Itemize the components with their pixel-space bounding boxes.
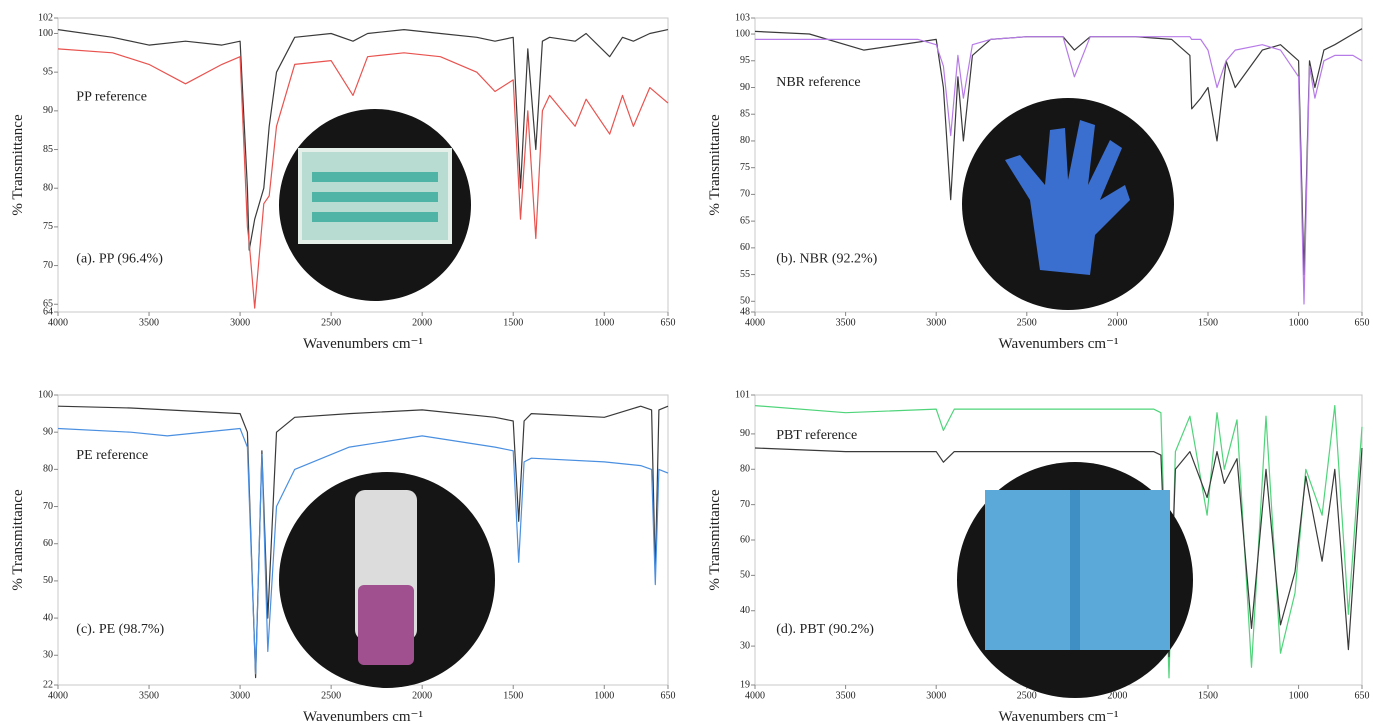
- y-tick-label: 60: [740, 534, 750, 545]
- x-tick-label: 3000: [926, 690, 946, 701]
- y-tick-label: 30: [43, 650, 53, 661]
- y-tick-label: 70: [740, 499, 750, 510]
- y-tick-label: 70: [43, 501, 53, 512]
- y-tick-label: 60: [740, 242, 750, 253]
- x-tick-label: 3000: [230, 690, 250, 701]
- y-tick-label: 80: [43, 464, 53, 475]
- y-tick-label: 75: [43, 221, 53, 232]
- inset-mask: [279, 109, 471, 301]
- y-tick-label: 60: [43, 538, 53, 549]
- y-tick-label: 30: [740, 640, 750, 651]
- x-tick-label: 2500: [1017, 317, 1037, 328]
- x-tick-label: 2000: [412, 690, 432, 701]
- annotation: (c). PE (98.7%): [76, 622, 164, 637]
- inset-bottle: [279, 472, 495, 688]
- y-axis-label: % Transmittance: [707, 489, 723, 591]
- x-axis-label: Wavenumbers cm⁻¹: [999, 336, 1119, 352]
- x-tick-label: 1000: [594, 317, 614, 328]
- annotation: PP reference: [76, 90, 147, 105]
- y-tick-label: 70: [43, 260, 53, 271]
- x-tick-label: 1500: [1198, 317, 1218, 328]
- x-tick-label: 1500: [503, 317, 523, 328]
- x-tick-label: 650: [661, 317, 676, 328]
- y-tick-label: 75: [740, 162, 750, 173]
- x-axis-label: Wavenumbers cm⁻¹: [303, 709, 423, 725]
- inset-gown: [957, 462, 1193, 698]
- inset-glove: [962, 98, 1174, 310]
- x-tick-label: 2000: [1107, 317, 1127, 328]
- x-tick-label: 2000: [412, 317, 432, 328]
- y-tick-label: 90: [740, 82, 750, 93]
- annotation: (b). NBR (92.2%): [776, 251, 877, 266]
- y-tick-label: 48: [740, 306, 750, 317]
- x-tick-label: 1500: [1198, 690, 1218, 701]
- annotation: PBT reference: [776, 428, 857, 443]
- y-tick-label: 80: [43, 183, 53, 194]
- y-tick-label: 65: [43, 299, 53, 310]
- x-tick-label: 1000: [594, 690, 614, 701]
- x-tick-label: 1000: [1289, 690, 1309, 701]
- y-tick-label: 40: [43, 612, 53, 623]
- x-tick-label: 2500: [321, 317, 341, 328]
- y-tick-label: 80: [740, 464, 750, 475]
- x-tick-label: 3500: [139, 317, 159, 328]
- y-tick-label: 90: [740, 428, 750, 439]
- annotation: PE reference: [76, 448, 148, 463]
- y-tick-label: 100: [735, 28, 750, 39]
- y-tick-label: 85: [43, 144, 53, 155]
- y-tick-label: 100: [38, 389, 53, 400]
- y-tick-label: 50: [740, 570, 750, 581]
- y-tick-label: 102: [38, 12, 53, 23]
- y-tick-label: 55: [740, 269, 750, 280]
- y-tick-label: 70: [740, 189, 750, 200]
- x-tick-label: 2500: [321, 690, 341, 701]
- mask-fold: [312, 212, 438, 222]
- x-axis-label: Wavenumbers cm⁻¹: [303, 336, 423, 352]
- mask-fold: [312, 172, 438, 182]
- x-tick-label: 2500: [1017, 690, 1037, 701]
- y-axis-label: % Transmittance: [10, 489, 26, 591]
- x-tick-label: 4000: [48, 690, 68, 701]
- x-tick-label: 4000: [745, 690, 765, 701]
- y-tick-label: 95: [43, 66, 53, 77]
- y-tick-label: 90: [43, 426, 53, 437]
- y-axis-label: % Transmittance: [10, 114, 26, 216]
- y-tick-label: 80: [740, 135, 750, 146]
- x-tick-label: 650: [1355, 317, 1370, 328]
- y-tick-label: 95: [740, 55, 750, 66]
- x-tick-label: 650: [1355, 690, 1370, 701]
- annotation: (d). PBT (90.2%): [776, 622, 874, 637]
- y-tick-label: 40: [740, 605, 750, 616]
- y-tick-label: 100: [38, 28, 53, 39]
- gown-seam: [1070, 490, 1080, 650]
- mask-fold: [312, 192, 438, 202]
- y-tick-label: 50: [43, 575, 53, 586]
- annotation: (a). PP (96.4%): [76, 251, 163, 266]
- y-tick-label: 103: [735, 12, 750, 23]
- bottle-body: [358, 585, 414, 665]
- x-tick-label: 1500: [503, 690, 523, 701]
- annotation: NBR reference: [776, 75, 860, 90]
- x-tick-label: 4000: [48, 317, 68, 328]
- page: 6465707580859095100102400035003000250020…: [0, 0, 1373, 725]
- x-tick-label: 3000: [926, 317, 946, 328]
- x-tick-label: 4000: [745, 317, 765, 328]
- y-tick-label: 50: [740, 296, 750, 307]
- x-tick-label: 1000: [1289, 317, 1309, 328]
- x-tick-label: 650: [661, 690, 676, 701]
- y-tick-label: 85: [740, 109, 750, 120]
- x-axis-label: Wavenumbers cm⁻¹: [999, 709, 1119, 725]
- y-axis-label: % Transmittance: [707, 114, 723, 216]
- figure: 6465707580859095100102400035003000250020…: [0, 0, 1373, 725]
- x-tick-label: 3000: [230, 317, 250, 328]
- x-tick-label: 3500: [836, 690, 856, 701]
- y-tick-label: 101: [735, 389, 750, 400]
- y-tick-label: 90: [43, 105, 53, 116]
- x-tick-label: 3500: [836, 317, 856, 328]
- y-tick-label: 22: [43, 679, 53, 690]
- y-tick-label: 65: [740, 215, 750, 226]
- x-tick-label: 3500: [139, 690, 159, 701]
- y-tick-label: 19: [740, 679, 750, 690]
